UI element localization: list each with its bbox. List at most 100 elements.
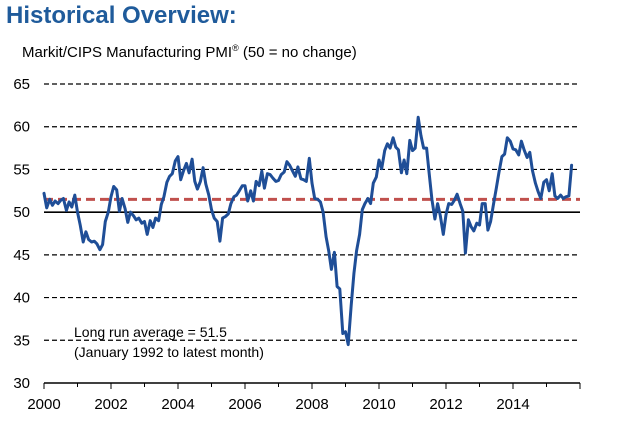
data-point (333, 251, 336, 254)
data-point (121, 197, 123, 200)
data-point (191, 158, 193, 160)
data-point (537, 190, 539, 193)
data-point (450, 203, 453, 206)
data-point (498, 172, 500, 174)
data-point (124, 207, 126, 210)
data-point (154, 217, 157, 219)
data-point (559, 194, 562, 196)
data-point (400, 172, 403, 174)
data-point (152, 226, 154, 229)
data-point (129, 211, 132, 213)
data-point (249, 190, 252, 192)
data-point (514, 149, 517, 151)
data-point (445, 213, 447, 216)
data-point (389, 147, 391, 149)
data-point (246, 200, 249, 202)
data-point (529, 151, 531, 154)
data-point (369, 202, 372, 205)
data-point (115, 189, 118, 191)
data-point (171, 172, 174, 175)
data-point (210, 208, 213, 211)
data-point (182, 169, 185, 172)
data-point (316, 198, 319, 201)
data-point (255, 180, 257, 183)
data-point (428, 173, 431, 176)
data-point (319, 201, 322, 203)
y-tick-label-65: 65 (13, 76, 30, 93)
data-point (487, 229, 489, 231)
data-point (280, 173, 283, 176)
data-point (481, 202, 484, 205)
data-point (492, 202, 495, 205)
data-point (378, 159, 380, 161)
data-point (112, 185, 115, 188)
data-point (361, 208, 364, 211)
data-point (417, 116, 420, 119)
y-tick-label-60: 60 (13, 119, 30, 136)
x-tick-label-2000: 2000 (27, 396, 60, 413)
data-point (196, 188, 199, 190)
data-point (462, 210, 464, 213)
data-point (90, 241, 93, 243)
y-axis-tick-labels: 30 35 40 45 50 55 60 65 (13, 76, 30, 392)
data-point (291, 170, 294, 172)
data-point (478, 224, 481, 226)
data-point (294, 175, 297, 178)
data-point (143, 220, 146, 223)
data-point (509, 140, 512, 142)
data-point (174, 160, 177, 162)
data-point (221, 217, 224, 219)
data-point (48, 198, 51, 201)
data-point (235, 194, 238, 196)
data-point (383, 149, 386, 152)
data-point (104, 220, 107, 223)
data-point (386, 143, 389, 145)
data-point (484, 202, 487, 205)
data-point (138, 217, 140, 219)
data-point (146, 233, 148, 236)
x-tick-label-2014: 2014 (496, 396, 529, 413)
data-point (65, 209, 68, 212)
data-point (503, 153, 506, 155)
data-point (300, 178, 302, 180)
data-point (540, 197, 542, 200)
data-point (425, 147, 428, 149)
data-point (489, 220, 492, 223)
data-point (347, 343, 350, 346)
data-point (157, 219, 160, 222)
data-point (227, 213, 230, 215)
data-point (185, 162, 188, 165)
data-point (272, 177, 274, 179)
data-point (422, 147, 425, 149)
data-point (93, 240, 96, 242)
x-axis (43, 382, 581, 389)
data-point (51, 204, 54, 207)
data-point (263, 187, 266, 189)
data-point (554, 195, 556, 197)
data-point (350, 304, 353, 307)
data-point (107, 211, 110, 213)
data-point (364, 202, 366, 205)
data-point (517, 154, 520, 156)
data-point (85, 231, 87, 233)
data-point (244, 184, 246, 187)
data-point (43, 192, 45, 195)
data-point (213, 217, 215, 219)
annotation-line1: Long run average = 51.5 (74, 324, 227, 340)
data-point (132, 214, 135, 217)
data-point (163, 196, 165, 198)
data-point (205, 183, 207, 185)
data-point (392, 137, 394, 139)
data-point (54, 200, 56, 202)
data-point (258, 184, 260, 187)
data-point (68, 201, 70, 203)
data-point (233, 196, 235, 198)
data-point (342, 332, 344, 335)
data-point (241, 184, 244, 187)
x-tick-label-2002: 2002 (94, 396, 127, 413)
data-point (194, 180, 196, 183)
y-tick-label-50: 50 (13, 204, 30, 221)
data-point (160, 203, 163, 206)
data-point (456, 193, 458, 195)
data-point (397, 149, 400, 151)
